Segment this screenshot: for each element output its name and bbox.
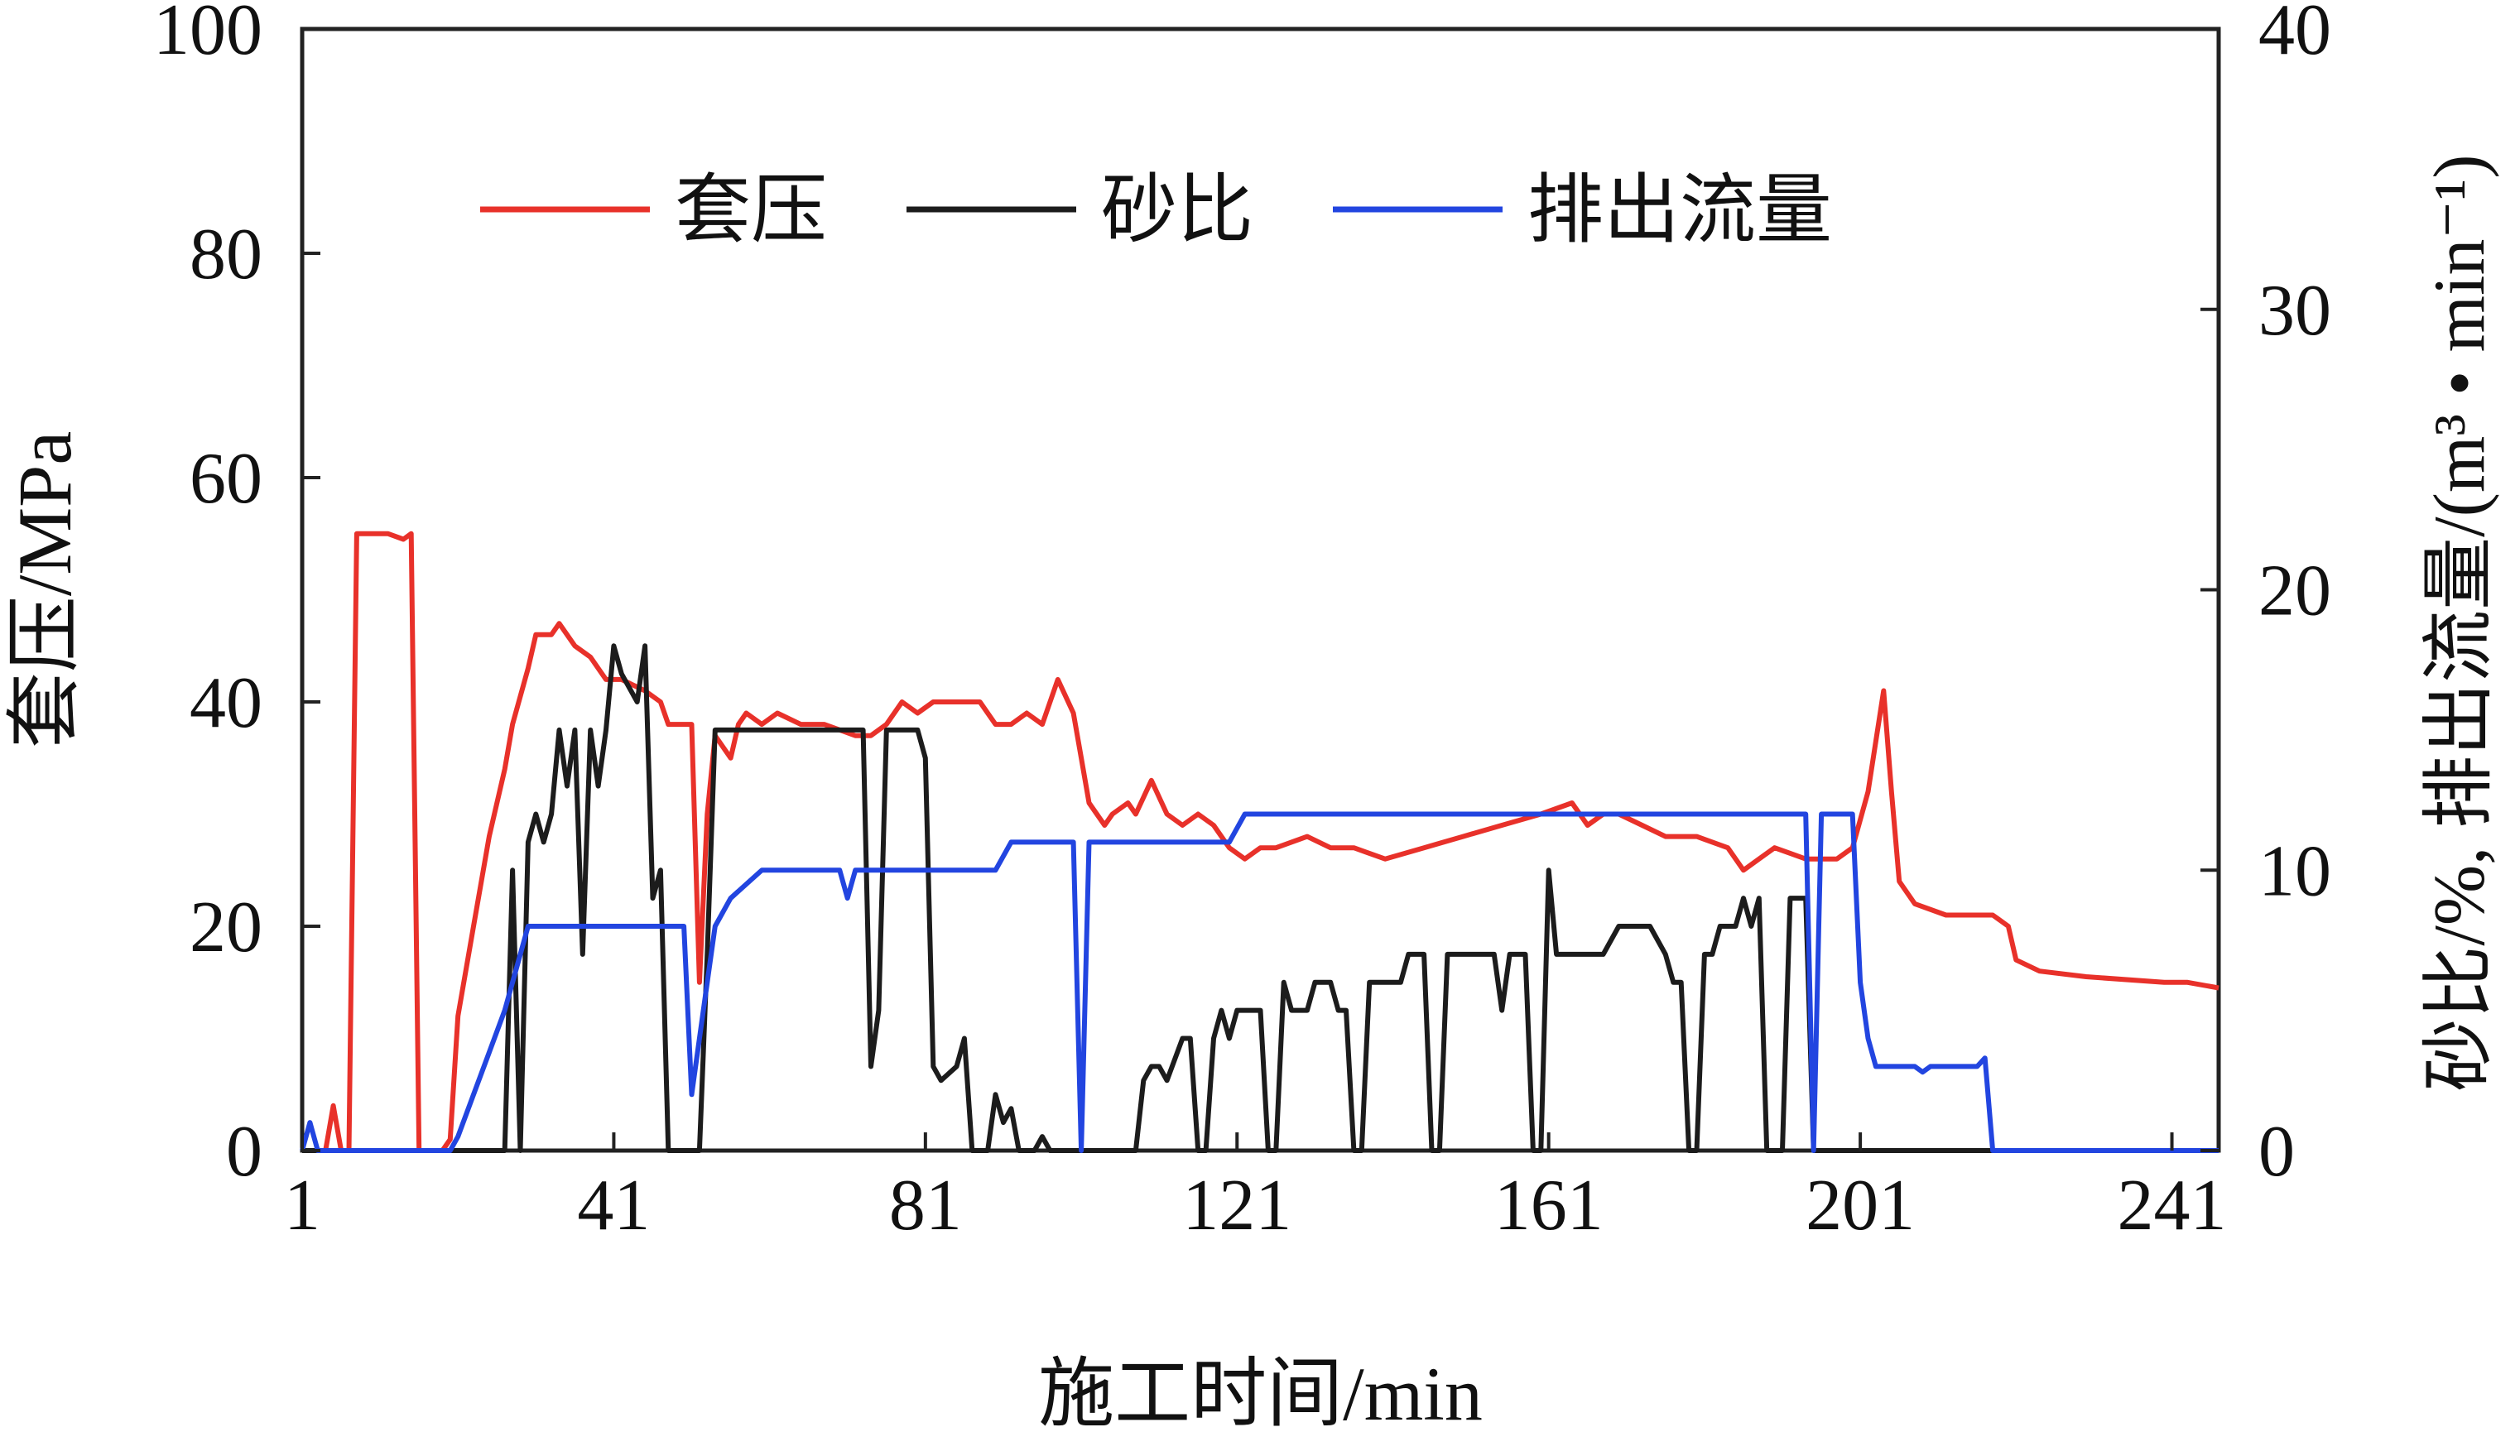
tick-group: 1 41 81 121 161 201 241 0 20 40 60 80 100 0 10 20 30 40 xyxy=(153,0,2331,1246)
x-tick-label: 1 xyxy=(284,1165,320,1246)
x-axis-label: 施工时间/min xyxy=(1038,1352,1483,1436)
legend-item: 砂比 xyxy=(907,168,1253,252)
x-tick-label: 81 xyxy=(889,1165,962,1246)
left-y-tick-label: 40 xyxy=(190,663,262,743)
legend-item: 套压 xyxy=(480,168,827,252)
legend-label: 套压 xyxy=(675,168,827,252)
series-line-1 xyxy=(302,531,2219,1153)
left-y-axis-label: 套压/MPa xyxy=(2,431,87,748)
left-y-tick-label: 100 xyxy=(153,0,262,70)
series-group xyxy=(300,531,2219,1153)
left-y-tick-label: 80 xyxy=(190,214,262,295)
left-y-tick-label: 60 xyxy=(190,439,262,519)
right-y-tick-label: 20 xyxy=(2258,551,2331,632)
legend: 套压 砂比 排出流量 xyxy=(480,168,1832,252)
x-tick-label: 241 xyxy=(2118,1165,2227,1246)
right-y-axis-label: 砂比/%, 排出流量/(m³ • min⁻¹) xyxy=(2420,154,2500,1091)
plot-border xyxy=(300,26,2221,1153)
x-tick-label: 41 xyxy=(577,1165,650,1246)
left-y-tick-label: 20 xyxy=(190,887,262,968)
series-line-2 xyxy=(302,643,2219,1153)
x-tick-label: 161 xyxy=(1494,1165,1604,1246)
x-tick-label: 201 xyxy=(1806,1165,1915,1246)
right-y-tick-label: 0 xyxy=(2258,1112,2295,1192)
plot-frame xyxy=(300,26,2221,1153)
legend-label: 砂比 xyxy=(1101,168,1253,252)
x-tick-label: 121 xyxy=(1182,1165,1291,1246)
right-y-tick-label: 10 xyxy=(2258,831,2331,911)
left-y-tick-label: 0 xyxy=(226,1112,262,1192)
legend-item: 排出流量 xyxy=(1333,168,1832,252)
right-y-tick-label: 30 xyxy=(2258,271,2331,351)
right-y-tick-label: 40 xyxy=(2258,0,2331,70)
series-line-3 xyxy=(300,811,2219,1153)
legend-label: 排出流量 xyxy=(1527,168,1832,252)
